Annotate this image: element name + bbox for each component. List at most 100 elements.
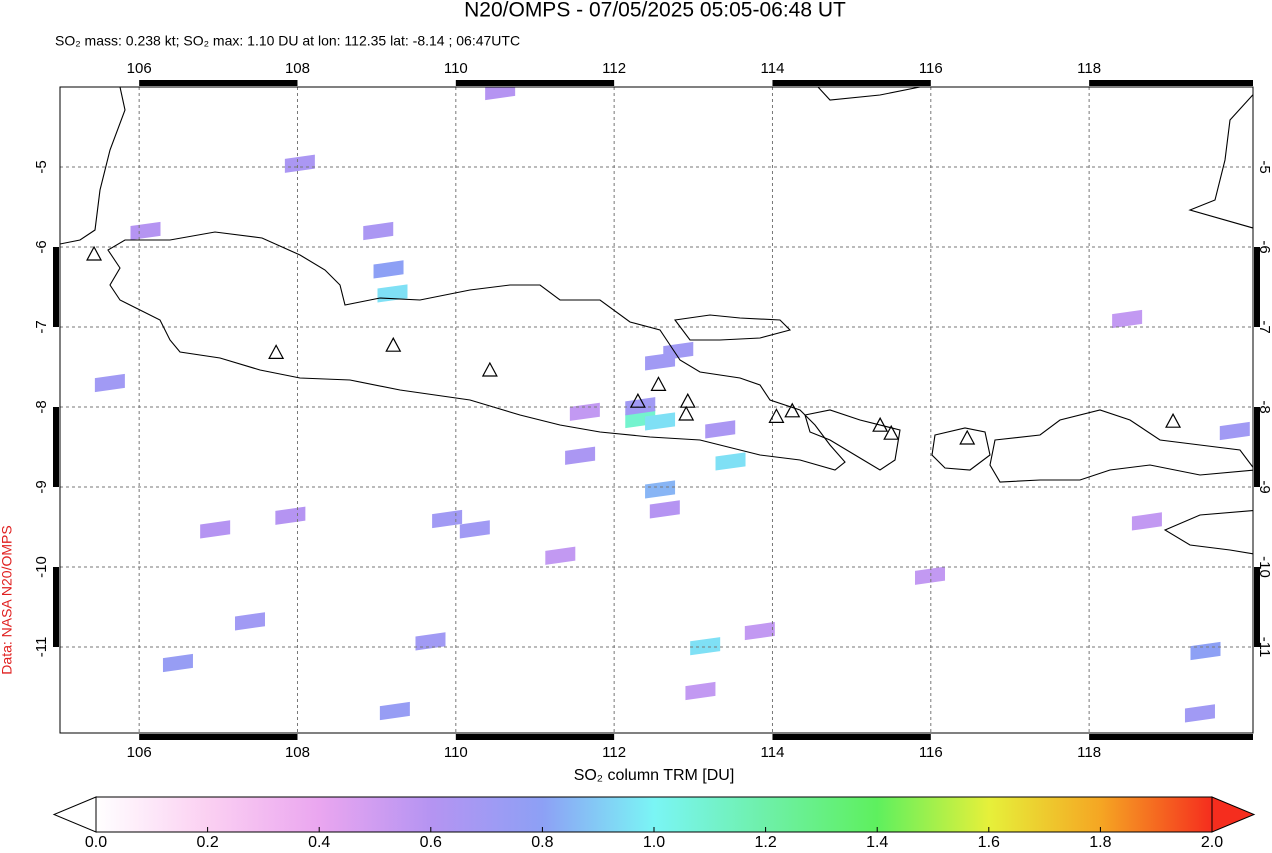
y-tick-label-right: -10 — [1256, 556, 1272, 578]
x-tick-label-top: 118 — [1077, 60, 1101, 77]
x-tick-label-top: 106 — [127, 60, 152, 77]
x-tick-label-bottom: 118 — [1077, 744, 1101, 761]
y-tick-label-right: -6 — [1256, 240, 1272, 253]
frame-band — [1089, 80, 1253, 86]
y-tick-label-left: -11 — [33, 637, 50, 658]
y-tick-label-right: -11 — [1256, 637, 1272, 658]
volcano — [385, 336, 402, 352]
so2-pixel — [915, 566, 946, 585]
volcano — [629, 392, 646, 408]
so2-pixel — [415, 632, 446, 651]
coast-java — [107, 231, 846, 471]
so2-pixel — [715, 452, 746, 471]
volcano — [481, 361, 498, 377]
colorbar-tick-label: 2.0 — [1201, 834, 1223, 851]
so2-pixel — [1131, 512, 1162, 531]
frame-band — [53, 407, 59, 487]
x-tick-label-top: 110 — [444, 60, 468, 77]
coast-sumba — [1163, 510, 1253, 555]
volcano — [86, 245, 103, 261]
y-tick-label-left: -10 — [33, 556, 50, 578]
so2-pixel — [569, 402, 600, 421]
colorbar-label: SO₂ column TRM [DU] — [574, 767, 735, 784]
x-tick-label-bottom: 110 — [444, 744, 468, 761]
grid — [60, 87, 1253, 733]
x-tick-label-top: 112 — [602, 60, 626, 77]
so2-pixel — [130, 221, 161, 241]
so2-pixel — [685, 681, 716, 701]
so2-pixel — [200, 520, 231, 539]
so2-pixel — [373, 260, 404, 279]
coast-borneo — [817, 87, 921, 101]
colorbar-tick-label: 0.6 — [420, 834, 442, 851]
colorbar-max-arrow — [1211, 796, 1256, 833]
so2-pixel — [744, 621, 775, 641]
x-tick-label-top: 116 — [919, 60, 943, 77]
coast-bali — [804, 409, 901, 471]
so2-pixel — [545, 546, 576, 565]
so2-pixel — [162, 653, 193, 673]
x-tick-label-bottom: 108 — [285, 744, 310, 761]
subtitle: SO₂ mass: 0.238 kt; SO₂ max: 1.10 DU at … — [55, 33, 520, 49]
frame-band — [455, 734, 615, 740]
x-tick-label-top: 114 — [761, 60, 785, 77]
frame-band — [1254, 567, 1260, 647]
so2-pixel — [690, 637, 721, 656]
so2-pixel — [275, 506, 306, 525]
volcano — [883, 424, 900, 440]
colorbar-tick-label: 0.0 — [85, 834, 107, 851]
so2-pixel — [625, 397, 656, 416]
volcano — [959, 429, 976, 445]
colorbar-tick-label: 0.8 — [531, 834, 553, 851]
so2-pixel — [459, 520, 490, 539]
x-tick-label-bottom: 114 — [761, 744, 785, 761]
colorbar-tick-label: 1.8 — [1089, 834, 1111, 851]
frame-band — [53, 567, 59, 647]
colorbar-tick-label: 1.0 — [643, 834, 665, 851]
x-tick-label-bottom: 112 — [602, 744, 626, 761]
frame-band — [772, 80, 931, 86]
volcano — [268, 344, 285, 359]
x-tick-label-bottom: 106 — [127, 744, 152, 761]
x-tick-label-top: 108 — [285, 60, 310, 77]
frame: 106 106 108 108 110 110 112 112 114 114 116 116 118 1… — [33, 60, 1272, 761]
so2-pixel — [234, 612, 265, 631]
so2-pixel — [284, 154, 315, 173]
volcano — [678, 405, 695, 421]
so2-pixel — [377, 284, 408, 303]
so2-pixel — [1219, 421, 1250, 441]
volcano — [650, 376, 667, 391]
colorbar-tick-label: 1.4 — [866, 834, 888, 851]
volcano — [768, 408, 785, 423]
coast-sumatra — [60, 87, 126, 245]
volcano — [1165, 412, 1182, 428]
so2-pixel — [705, 420, 736, 439]
coast-lombok — [931, 427, 991, 471]
frame-band — [139, 80, 298, 86]
so2-pixel — [645, 352, 676, 371]
coastlines — [60, 87, 1253, 555]
colorbar-tick-label: 0.2 — [196, 834, 218, 851]
y-tick-label-left: -7 — [33, 320, 50, 333]
colorbar-min-arrow — [52, 796, 97, 833]
so2-pixel — [1112, 309, 1143, 329]
frame-band — [1254, 407, 1260, 487]
y-tick-label-left: -5 — [33, 160, 50, 173]
so2-pixel — [1190, 641, 1221, 661]
volcano — [679, 392, 696, 408]
so2-pixel — [485, 87, 516, 101]
so2-pixel — [379, 701, 410, 721]
volcanoes — [86, 245, 1182, 445]
title: N20/OMPS - 07/05/2025 05:05-06:48 UT — [464, 0, 846, 22]
map-border — [59, 86, 1254, 734]
so2-pixel — [1184, 704, 1215, 723]
volcano — [872, 416, 889, 432]
frame-band — [139, 734, 298, 740]
so2-layer — [94, 87, 1250, 723]
y-tick-label-left: -9 — [33, 480, 50, 493]
y-tick-label-left: -8 — [33, 400, 50, 413]
y-tick-label-right: -5 — [1256, 160, 1272, 173]
colorbar-tick-label: 1.2 — [754, 834, 776, 851]
frame-band — [1089, 734, 1253, 740]
